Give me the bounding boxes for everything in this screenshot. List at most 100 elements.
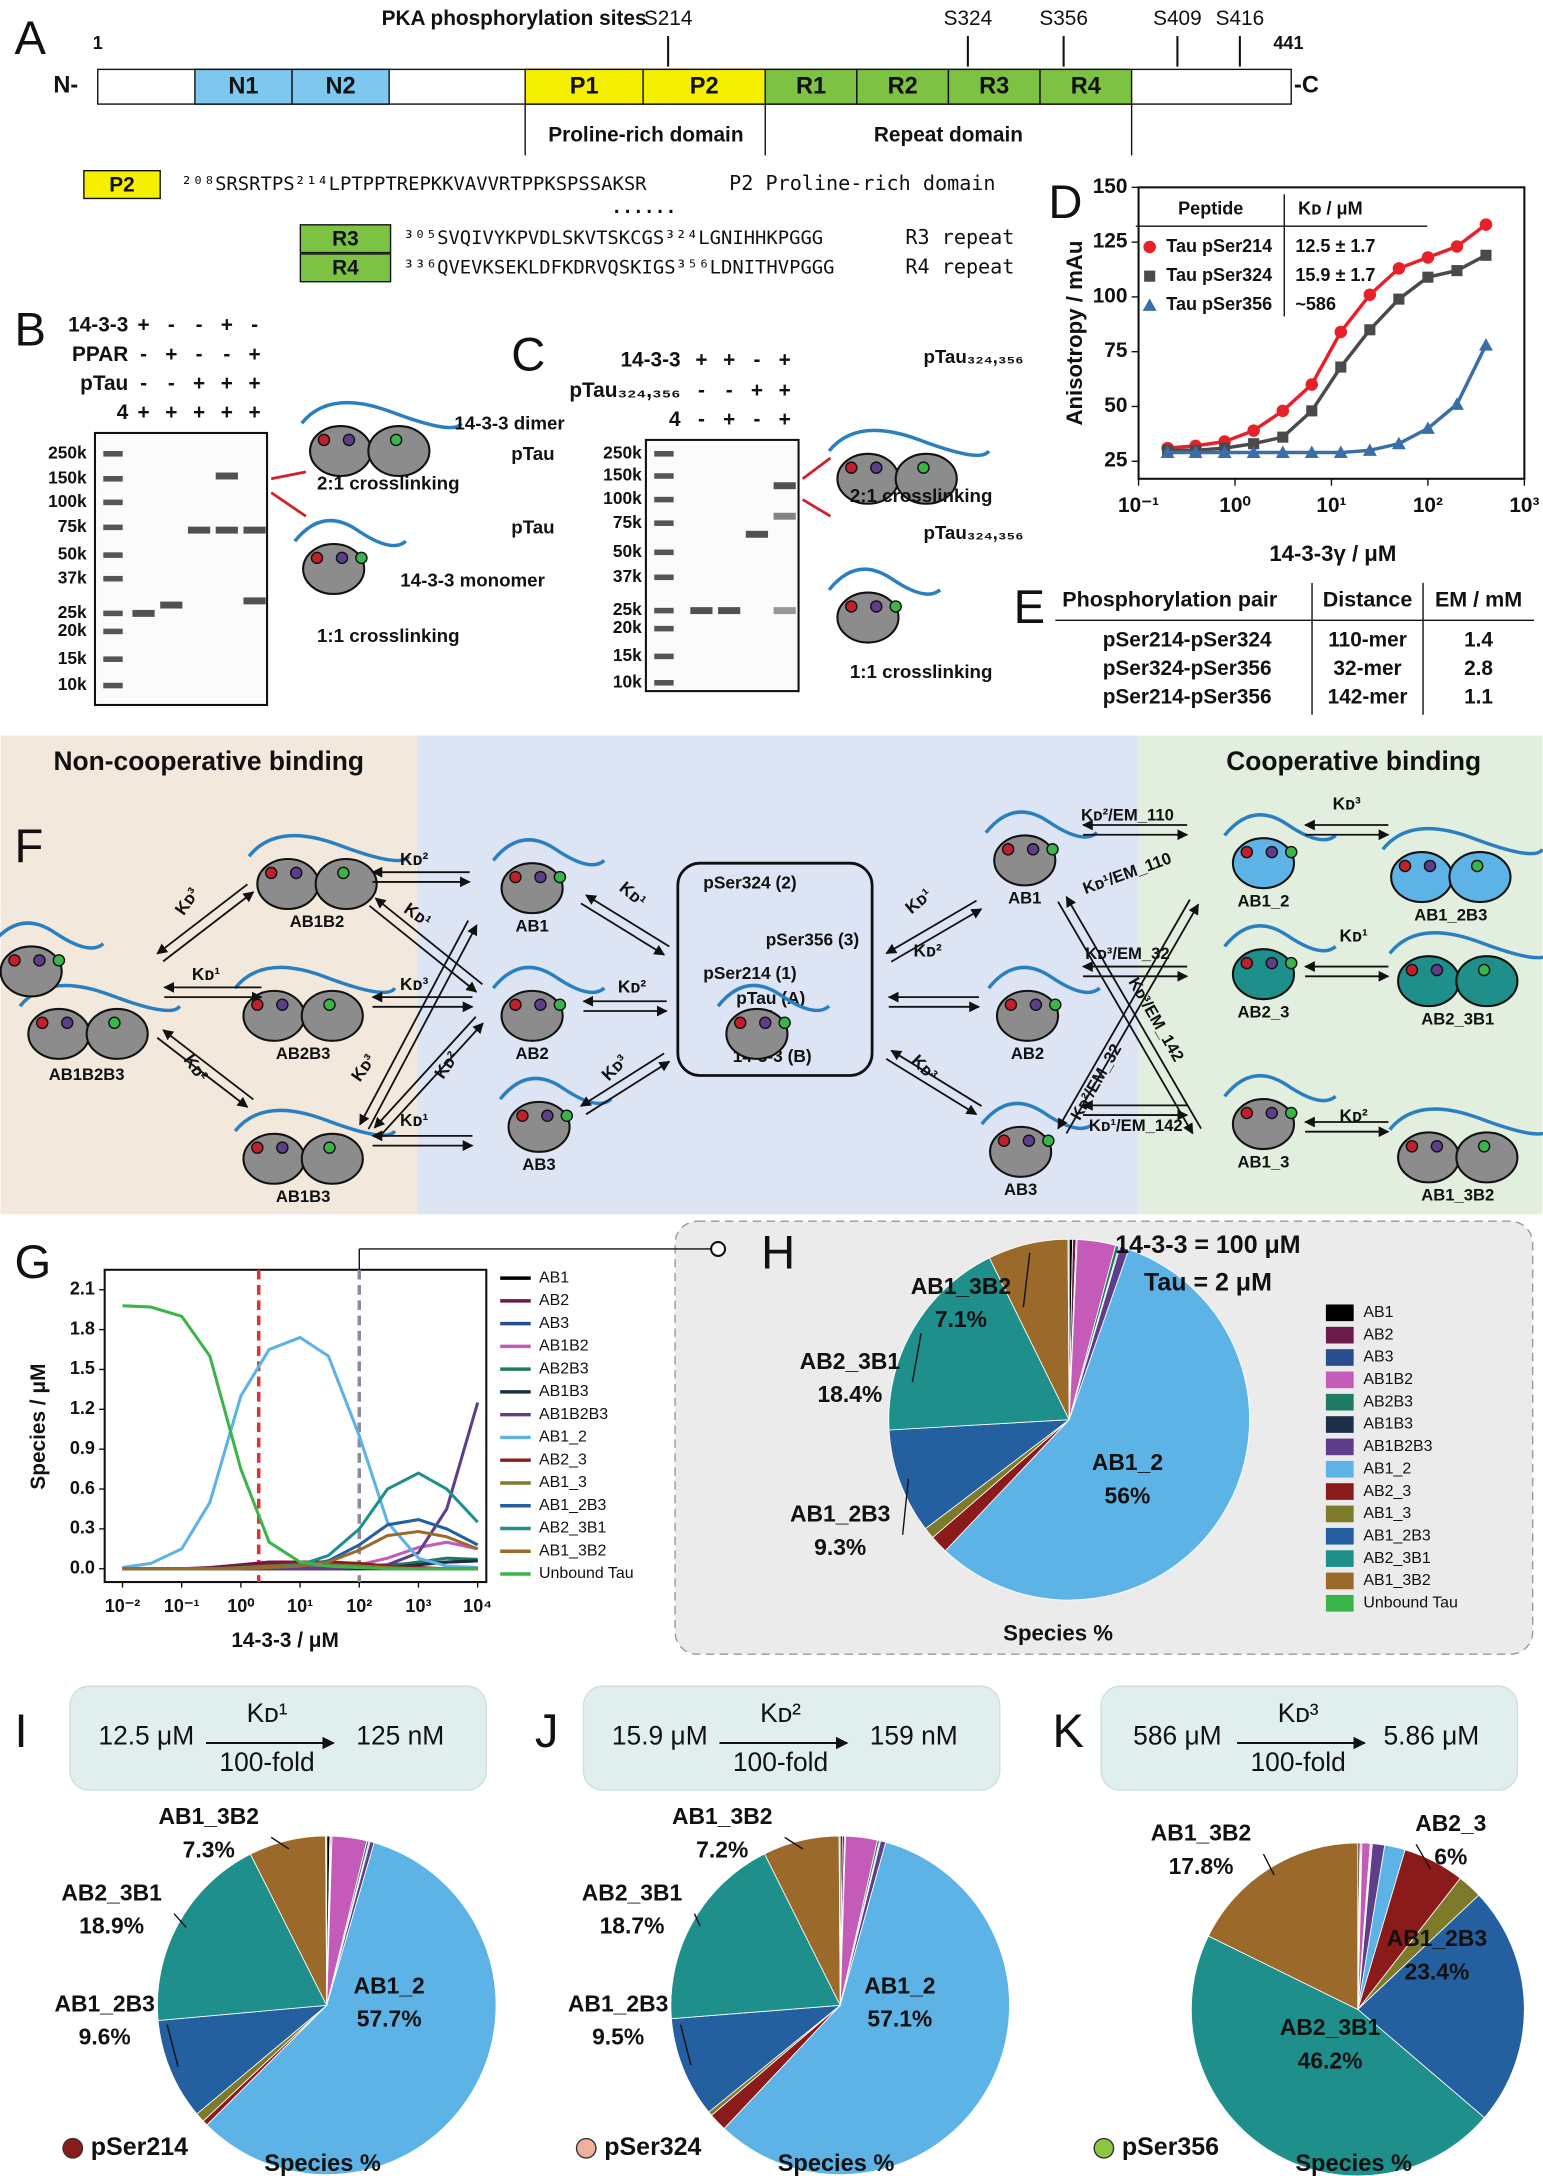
slice-value-label: 23.4% — [1404, 1958, 1469, 1984]
protein-14-3-3 — [314, 857, 378, 911]
protein-14-3-3 — [836, 591, 900, 644]
gel-sign: - — [698, 408, 705, 431]
phospho-site — [276, 998, 289, 1011]
kd-from: 15.9 μM — [612, 1720, 708, 1750]
slice-label: AB2_3B1 — [1280, 2014, 1381, 2040]
panel-letter: J — [535, 1704, 559, 1757]
phospho-site — [1470, 859, 1484, 873]
fold-change: 100-fold — [219, 1747, 314, 1777]
gel-sign: + — [221, 314, 233, 337]
legend-label: AB3 — [1363, 1349, 1393, 1366]
tau-chain — [827, 428, 991, 458]
center-label: pSer324 (2) — [703, 873, 796, 893]
slice-value-label: 9.6% — [79, 2024, 131, 2050]
phospho-site — [759, 1016, 772, 1030]
arrow — [580, 902, 666, 956]
ladder-band — [103, 610, 123, 617]
label: N- — [53, 71, 78, 97]
slice-label: AB1_3B2 — [672, 1803, 772, 1829]
phospho-site — [553, 998, 567, 1011]
table-header: Kᴅ / μM — [1298, 198, 1362, 218]
slice-label: AB1_2 — [864, 1972, 935, 1998]
legend-label: AB1B2 — [539, 1338, 589, 1355]
gel-sign: + — [221, 401, 233, 424]
y-tick-label: 0.6 — [70, 1478, 95, 1498]
seq-tag-box — [299, 224, 392, 254]
rate-label: Kᴅ¹ — [1340, 925, 1368, 945]
slice-label: AB2_3B1 — [582, 1879, 683, 1905]
phospho-site — [509, 998, 522, 1011]
gel-sign: - — [140, 372, 147, 395]
x-tick-label: 10⁰ — [227, 1596, 254, 1616]
domain — [291, 68, 390, 105]
kd-from: 586 μM — [1133, 1720, 1221, 1750]
a-title: PKA phosphorylation sites — [382, 7, 647, 30]
phospho-site — [251, 998, 264, 1011]
ladder-band — [103, 552, 123, 558]
label: Repeat domain — [874, 124, 1023, 147]
gel-sign: - — [223, 343, 230, 366]
protein-14-3-3 — [0, 945, 63, 998]
phospho-site — [1405, 963, 1419, 977]
table-header: Peptide — [1178, 198, 1243, 218]
data-point — [1160, 445, 1175, 459]
marker-label: 25k — [58, 602, 87, 622]
gel-sign: + — [193, 401, 205, 424]
phospho-site — [108, 1016, 121, 1030]
kd-box — [69, 1685, 488, 1791]
legend-swatch — [1325, 1393, 1354, 1411]
legend-label: AB2B3 — [539, 1360, 589, 1377]
phospho-site — [389, 433, 403, 447]
node-label: AB3 — [522, 1155, 555, 1174]
arrow — [374, 897, 483, 986]
node-label: AB1_3 — [1238, 1152, 1290, 1171]
legend-label: AB2_3B1 — [1363, 1550, 1430, 1567]
domain-label: R4 — [1071, 73, 1101, 99]
site-dot — [62, 2137, 84, 2159]
protein-14-3-3 — [27, 1007, 91, 1060]
sequence: ³⁰⁵SVQIVYKPVDLSKVTSKCGS³²⁴LGNIHHKPGGG — [403, 227, 823, 249]
legend-swatch — [1325, 1550, 1354, 1567]
slice-value-label: 9.3% — [814, 1534, 866, 1560]
gel-sign: - — [251, 314, 258, 337]
leader-line — [1262, 1853, 1275, 1876]
y-tick-label: 0.9 — [70, 1438, 95, 1458]
x-tick-label: 10¹ — [1316, 494, 1346, 517]
cartoon-label: 1:1 crosslinking — [850, 661, 993, 682]
legend-label: Tau pSer356 — [1166, 294, 1272, 314]
phospho-site — [889, 600, 902, 613]
phospho-site — [1026, 843, 1040, 856]
cartoon-label: pTau — [511, 443, 554, 464]
phospho-site — [845, 461, 858, 474]
cartoon-label: 2:1 crosslinking — [317, 472, 460, 493]
ladder-band — [654, 653, 674, 660]
leader-line — [173, 1913, 187, 1928]
data-point — [1335, 361, 1347, 373]
y-tick-label: 1.5 — [70, 1358, 95, 1378]
marker-label: 250k — [48, 442, 87, 462]
data-point — [1246, 445, 1261, 459]
protein-14-3-3 — [242, 1132, 306, 1185]
protein-14-3-3 — [367, 425, 431, 478]
protein-14-3-3 — [894, 452, 958, 505]
tau-chain — [1388, 1107, 1543, 1136]
x-tick-label: 10⁻¹ — [164, 1596, 200, 1616]
domain-label: N2 — [326, 73, 356, 99]
tau-chain — [491, 965, 606, 995]
bracket — [802, 498, 832, 518]
data-point — [1276, 404, 1290, 418]
leader-line — [1022, 1252, 1031, 1308]
ladder-band — [654, 473, 674, 479]
gel-sign: - — [196, 314, 203, 337]
site-label: pSer356 — [1122, 2133, 1219, 2161]
gel-sign: + — [248, 372, 260, 395]
phospho-site — [534, 998, 547, 1011]
pie-slice — [1190, 1935, 1486, 2176]
center-label: pTau (A) — [736, 988, 805, 1008]
domain-label: P1 — [570, 73, 599, 99]
x-tick-label: 10² — [346, 1596, 372, 1616]
phospho-site — [342, 433, 356, 447]
gel-band — [690, 607, 713, 615]
gel-row-label: 14-3-3 — [620, 348, 680, 371]
tau-chain — [1223, 924, 1337, 953]
